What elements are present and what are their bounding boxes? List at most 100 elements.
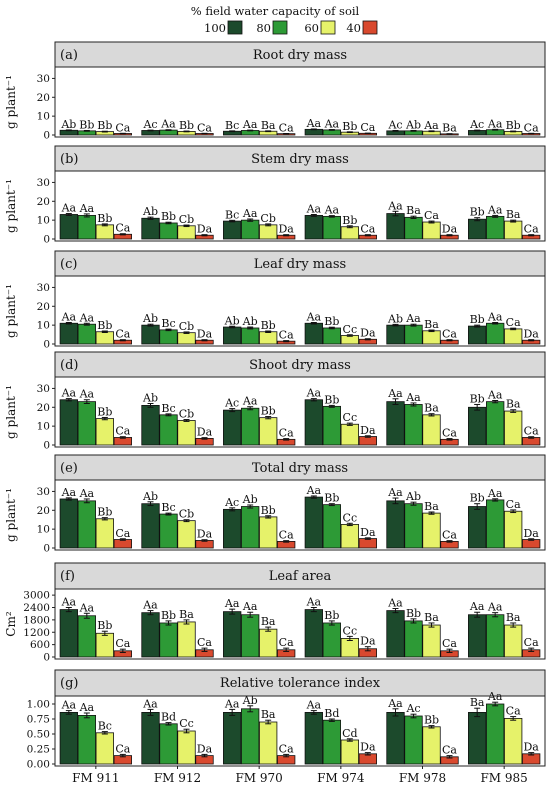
bar-annotation: Aa: [387, 387, 403, 400]
bar: [386, 610, 405, 658]
bar-annotation: Ab: [242, 493, 258, 506]
bar: [177, 621, 196, 658]
bar: [486, 215, 505, 240]
bar: [358, 436, 377, 446]
bar-annotation: Bb: [324, 492, 339, 505]
bar: [422, 624, 441, 658]
legend-swatch: [227, 20, 243, 35]
bar-annotation: Bc: [98, 720, 112, 733]
bar-annotation: Da: [197, 528, 213, 541]
bar-annotation: Aa: [324, 118, 340, 131]
bar-annotation: Da: [197, 223, 213, 236]
bar: [141, 712, 160, 765]
bar-annotation: Da: [360, 741, 376, 754]
bar-annotation: Aa: [79, 487, 95, 500]
bar-annotation: Aa: [160, 118, 176, 131]
bar-annotation: Ba: [506, 611, 521, 624]
bar: [59, 609, 78, 658]
bar-annotation: Bb: [97, 212, 112, 225]
bar-annotation: Bb: [470, 492, 485, 505]
y-axis-label: Cm²: [4, 611, 18, 637]
bar: [259, 331, 278, 345]
y-tick-label: 20: [37, 505, 50, 517]
y-axis-label: g plant⁻¹: [4, 488, 18, 542]
bar-annotation: Ca: [279, 427, 294, 440]
bar-annotation: Ca: [442, 427, 457, 440]
bar-annotation: Ca: [360, 223, 375, 236]
bar-annotation: Ab: [242, 315, 258, 328]
bar-annotation: Ca: [115, 425, 130, 438]
bar: [386, 213, 405, 240]
bar-annotation: Ca: [442, 328, 457, 341]
bar-annotation: Bb: [79, 118, 94, 131]
panel-title: Relative tolerance index: [220, 676, 381, 691]
bar: [322, 719, 341, 765]
bar-annotation: Ca: [197, 636, 212, 649]
bar-annotation: Aa: [387, 597, 403, 610]
bar-annotation: Ab: [142, 490, 158, 503]
legend-swatch: [320, 20, 336, 35]
bar: [386, 401, 405, 446]
bar-annotation: Aa: [306, 202, 322, 215]
panel-title: Total dry mass: [252, 461, 348, 476]
bar: [259, 721, 278, 765]
bar: [95, 732, 114, 765]
bar-annotation: Cc: [343, 323, 358, 336]
bar: [77, 500, 96, 549]
bar: [59, 712, 78, 765]
bar-annotation: Aa: [306, 311, 322, 324]
y-tick-label: 0.75: [27, 714, 50, 726]
bar-annotation: Bb: [179, 119, 194, 132]
bar: [223, 508, 242, 549]
bar-annotation: Da: [360, 327, 376, 340]
panel-strip: [54, 145, 546, 172]
bar: [159, 414, 178, 446]
bar-annotation: Da: [197, 742, 213, 755]
bar-annotation: Ca: [279, 529, 294, 542]
bar-annotation: Aa: [61, 202, 77, 215]
bar-annotation: Bb: [506, 119, 521, 132]
bar-annotation: Aa: [487, 203, 503, 216]
bar-annotation: Aa: [306, 699, 322, 712]
panel-strip: [54, 562, 546, 590]
y-tick-label: 0: [43, 652, 50, 664]
bar: [241, 327, 260, 345]
bar: [322, 622, 341, 658]
y-tick-label: 0: [43, 543, 50, 555]
bar-annotation: Ca: [360, 121, 375, 134]
bar: [404, 216, 423, 240]
y-tick-label: 0: [43, 339, 50, 351]
bar: [340, 524, 359, 549]
x-tick-label: FM 978: [399, 771, 446, 785]
bar-annotation: Ba: [506, 398, 521, 411]
bar-annotation: Cc: [343, 511, 358, 524]
y-tick-label: 0: [43, 440, 50, 452]
bar-annotation: Ca: [279, 329, 294, 342]
y-axis-label: g plant⁻¹: [4, 385, 18, 439]
bar: [322, 327, 341, 345]
bar: [77, 323, 96, 345]
y-tick-label: 10: [37, 215, 50, 227]
y-tick-label: 0: [43, 130, 50, 142]
bar-annotation: Bd: [324, 707, 339, 720]
bar-annotation: Da: [523, 328, 539, 341]
bar-annotation: Bd: [161, 711, 176, 724]
plot-area: [54, 275, 546, 347]
bar: [95, 224, 114, 240]
bar-annotation: Aa: [242, 600, 258, 613]
bar: [59, 399, 78, 446]
bar: [113, 539, 132, 549]
bar: [386, 712, 405, 765]
bar-annotation: Cc: [179, 717, 194, 730]
y-tick-label: 30: [37, 383, 50, 395]
bar-annotation: Aa: [487, 388, 503, 401]
bar-annotation: Ac: [387, 118, 402, 131]
y-tick-label: 10: [37, 111, 50, 123]
bar-annotation: Aa: [79, 311, 95, 324]
bar: [259, 417, 278, 446]
bar-annotation: Ac: [142, 118, 157, 131]
bar-annotation: Ca: [115, 742, 130, 755]
bar: [322, 504, 341, 549]
